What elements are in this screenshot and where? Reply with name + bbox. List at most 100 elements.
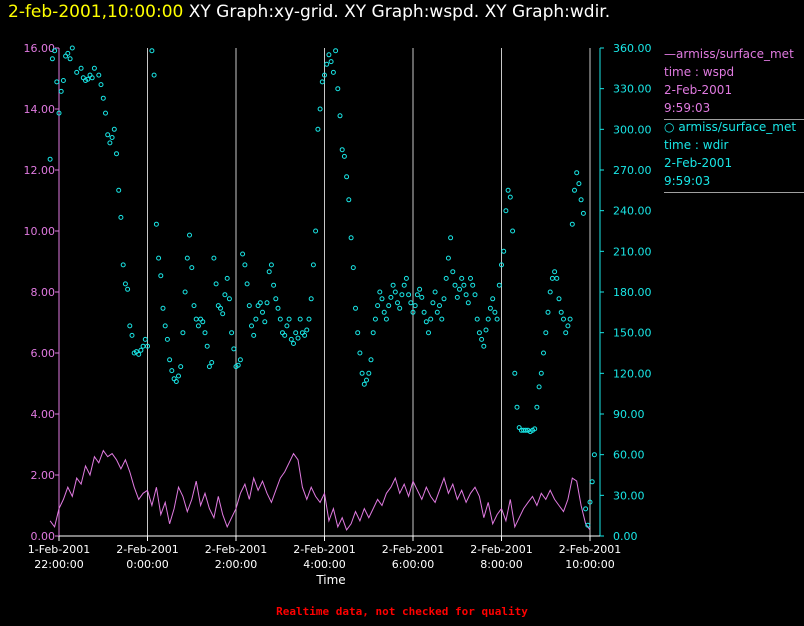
- wdir-point: [434, 309, 440, 315]
- x-tick-date: 2-Feb-2001: [382, 543, 444, 556]
- wdir-point: [116, 187, 122, 193]
- wdir-point: [78, 65, 84, 71]
- legend-time: 9:59:03: [664, 101, 711, 115]
- wdir-point: [430, 300, 436, 306]
- wdir-point: [587, 499, 593, 505]
- wdir-point: [326, 52, 332, 58]
- x-tick-date: 1-Feb-2001: [28, 543, 90, 556]
- axes: 0.00 2.00 4.00 6.00 8.00 10.00 12.00 14.00 16.00…: [24, 42, 652, 571]
- wdir-point: [386, 303, 392, 309]
- legend-entry-wdir[interactable]: ○ armiss/surface_met time : wdir 2-Feb-2…: [664, 118, 804, 193]
- wdir-point: [288, 336, 294, 342]
- wdir-point: [457, 286, 462, 292]
- left-tick-label: 6.00: [31, 347, 56, 360]
- wdir-point: [454, 294, 460, 300]
- wdir-point: [372, 316, 378, 322]
- wdir-point: [335, 86, 341, 92]
- wdir-point: [253, 316, 259, 322]
- wdir-point: [476, 330, 482, 336]
- wdir-point: [100, 95, 106, 101]
- wdir-point: [501, 248, 507, 254]
- wdir-point: [465, 300, 471, 306]
- wdir-point: [266, 269, 272, 275]
- wdir-point: [118, 214, 124, 220]
- wdir-point: [479, 336, 485, 342]
- wdir-point: [286, 316, 292, 322]
- wdir-point: [200, 319, 206, 325]
- wdir-point: [359, 370, 365, 376]
- wdir-point: [224, 275, 230, 281]
- wdir-point: [472, 292, 478, 298]
- legend-entry-wspd[interactable]: —armiss/surface_met time : wspd 2-Feb-20…: [664, 45, 804, 120]
- wdir-point: [419, 294, 425, 300]
- wdir-point: [541, 350, 546, 356]
- left-tick-label: 10.00: [24, 225, 56, 238]
- x-axis-label: Time: [315, 573, 345, 587]
- wdir-point: [293, 330, 299, 336]
- wdir-point: [558, 309, 564, 315]
- graph-header: 2-feb-2001,10:00:00 XY Graph:xy-grid. XY…: [8, 0, 610, 24]
- wdir-point: [237, 357, 243, 363]
- legend-series-name: —armiss/surface_met: [664, 47, 794, 61]
- wdir-point: [319, 79, 325, 85]
- wdir-point: [145, 343, 150, 349]
- wdir-point: [96, 72, 102, 78]
- right-tick-label: 180.00: [613, 286, 652, 299]
- wdir-point: [370, 330, 376, 336]
- wdir-point: [246, 303, 252, 309]
- wdir-point: [591, 452, 597, 458]
- wdir-point: [578, 197, 584, 203]
- wdir-point: [490, 296, 496, 302]
- wdir-point: [264, 300, 270, 306]
- wdir-point: [304, 327, 310, 333]
- wdir-point: [176, 373, 181, 379]
- right-tick-label: 90.00: [613, 408, 645, 421]
- wdir-point: [140, 343, 146, 349]
- wdir-point: [295, 335, 301, 341]
- wdir-point: [483, 327, 489, 333]
- wdir-point: [410, 309, 416, 315]
- wdir-series: [47, 45, 597, 528]
- wdir-point: [450, 269, 456, 275]
- wdir-point: [284, 323, 290, 329]
- wdir-point: [580, 210, 586, 216]
- wdir-point: [164, 336, 170, 342]
- wdir-point: [211, 255, 217, 261]
- wdir-point: [268, 262, 274, 268]
- wdir-point: [231, 346, 237, 352]
- wdir-point: [403, 275, 409, 281]
- wdir-point: [153, 221, 159, 227]
- wdir-point: [69, 45, 75, 51]
- wdir-point: [406, 292, 412, 298]
- x-tick-time: 4:00:00: [303, 558, 345, 571]
- wdir-point: [503, 208, 509, 214]
- wdir-point: [291, 341, 296, 346]
- left-tick-label: 0.00: [31, 530, 56, 543]
- wdir-point: [282, 332, 288, 338]
- wdir-point: [388, 294, 394, 300]
- wdir-point: [173, 379, 179, 384]
- wdir-point: [499, 262, 504, 268]
- left-tick-label: 16.00: [24, 42, 56, 55]
- right-tick-label: 360.00: [613, 42, 652, 55]
- wdir-point: [262, 319, 268, 325]
- wdir-point: [556, 296, 562, 302]
- wdir-point: [337, 113, 343, 119]
- wdir-point: [339, 147, 345, 153]
- wdir-point: [572, 187, 577, 193]
- wdir-point: [74, 69, 80, 75]
- legend-marker-icon: ○: [664, 120, 675, 134]
- left-tick-label: 14.00: [24, 103, 56, 116]
- wspd-series: [49, 449, 591, 531]
- wdir-point: [244, 281, 250, 287]
- wdir-point: [206, 364, 212, 370]
- wspd-line: [49, 449, 591, 531]
- legend-date: 2-Feb-2001: [664, 156, 733, 170]
- wdir-point: [492, 309, 498, 315]
- wdir-point: [111, 126, 117, 132]
- wdir-point: [187, 232, 192, 238]
- wdir-point: [260, 309, 265, 315]
- legend-line2: time : wdir: [664, 138, 729, 152]
- wdir-point: [195, 323, 201, 329]
